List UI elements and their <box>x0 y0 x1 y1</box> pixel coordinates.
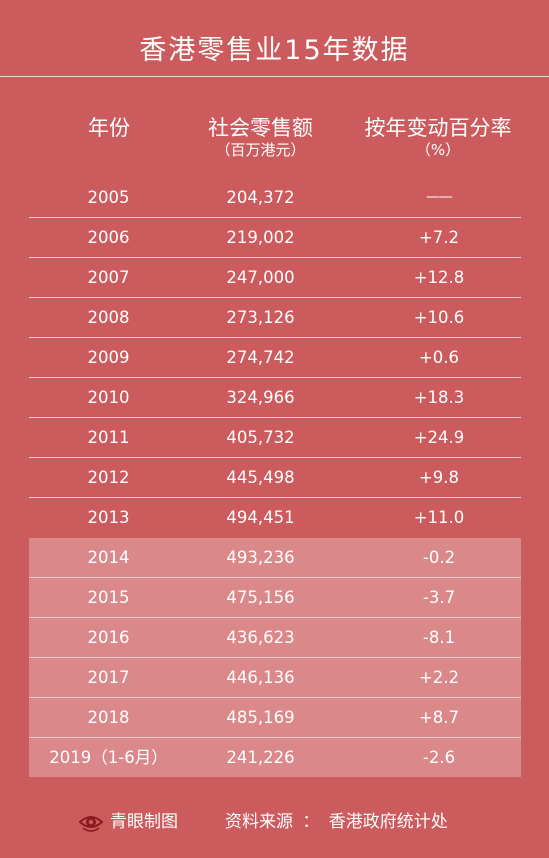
year-cell: 2017 <box>87 668 130 687</box>
header-year: 年份 <box>30 116 188 140</box>
header-yoy-unit: （%） <box>415 141 461 160</box>
year-cell: 2006 <box>87 228 130 247</box>
footer: 青眼制图 资料来源 ： 香港政府统计处 <box>0 806 549 836</box>
table-row: 2006 219,002 +7.2 <box>29 218 521 258</box>
year-cell: 2007 <box>87 268 130 287</box>
yoy-cell: +9.8 <box>418 468 460 487</box>
yoy-cell: +10.6 <box>413 308 465 327</box>
yoy-cell: +2.2 <box>418 668 460 687</box>
table-row: 2007 247,000 +12.8 <box>29 258 521 298</box>
source-label: 资料来源 ： 香港政府统计处 <box>225 812 448 832</box>
year-cell: 2019（1-6月） <box>49 748 168 767</box>
sales-cell: 436,623 <box>226 628 295 647</box>
sales-cell: 446,136 <box>226 668 295 687</box>
year-cell: 2013 <box>87 508 130 527</box>
yoy-cell: +24.9 <box>413 428 465 447</box>
yoy-cell: +11.0 <box>413 508 465 527</box>
table-row: 2019（1-6月） 241,226 -2.6 <box>29 738 521 777</box>
header-sales-label: 社会零售额 <box>208 116 313 140</box>
sales-cell: 241,226 <box>226 748 295 767</box>
year-cell: 2016 <box>87 628 130 647</box>
header-yoy-label: 按年变动百分率 <box>364 116 512 140</box>
header-yoy: 按年变动百分率 （%） <box>333 116 543 160</box>
table-row: 2005 204,372 —— <box>29 178 521 218</box>
sales-cell: 493,236 <box>226 548 295 567</box>
table-row: 2013 494,451 +11.0 <box>29 498 521 537</box>
sales-cell: 405,732 <box>226 428 295 447</box>
sales-cell: 324,966 <box>226 388 295 407</box>
yoy-cell: -2.6 <box>422 748 456 767</box>
sales-cell: 485,169 <box>226 708 295 727</box>
yoy-cell: +18.3 <box>413 388 465 407</box>
sales-cell: 273,126 <box>226 308 295 327</box>
title-divider <box>0 76 549 77</box>
table-header: 年份 社会零售额 （百万港元） 按年变动百分率 （%） <box>0 116 549 173</box>
year-cell: 2015 <box>87 588 130 607</box>
header-year-label: 年份 <box>88 116 130 140</box>
yoy-cell: +8.7 <box>418 708 460 727</box>
year-cell: 2012 <box>87 468 130 487</box>
table-row: 2016 436,623 -8.1 <box>29 618 521 658</box>
table-row: 2017 446,136 +2.2 <box>29 658 521 698</box>
table-row: 2018 485,169 +8.7 <box>29 698 521 738</box>
sales-cell: 494,451 <box>226 508 295 527</box>
yoy-cell: +7.2 <box>418 228 460 247</box>
yoy-cell: +0.6 <box>418 348 460 367</box>
table-row: 2010 324,966 +18.3 <box>29 378 521 418</box>
yoy-cell: -0.2 <box>422 548 456 567</box>
yoy-cell: —— <box>426 189 453 205</box>
brand-label: 青眼制图 <box>110 812 178 832</box>
sales-cell: 445,498 <box>226 468 295 487</box>
sales-cell: 247,000 <box>226 268 295 287</box>
yoy-cell: +12.8 <box>413 268 465 287</box>
table-row: 2009 274,742 +0.6 <box>29 338 521 378</box>
table-row: 2012 445,498 +9.8 <box>29 458 521 498</box>
year-cell: 2011 <box>87 428 130 447</box>
year-cell: 2018 <box>87 708 130 727</box>
year-cell: 2005 <box>87 188 130 207</box>
table-row: 2015 475,156 -3.7 <box>29 578 521 618</box>
sales-cell: 475,156 <box>226 588 295 607</box>
table-row: 2008 273,126 +10.6 <box>29 298 521 338</box>
yoy-cell: -8.1 <box>422 628 456 647</box>
year-cell: 2009 <box>87 348 130 367</box>
year-cell: 2008 <box>87 308 130 327</box>
yoy-cell: -3.7 <box>422 588 456 607</box>
sales-cell: 219,002 <box>226 228 295 247</box>
header-sales: 社会零售额 （百万港元） <box>188 116 333 160</box>
header-sales-unit: （百万港元） <box>215 141 306 160</box>
sales-cell: 274,742 <box>226 348 295 367</box>
eye-logo-icon <box>78 810 104 834</box>
year-cell: 2014 <box>87 548 130 567</box>
table-row: 2011 405,732 +24.9 <box>29 418 521 458</box>
sales-cell: 204,372 <box>226 188 295 207</box>
year-cell: 2010 <box>87 388 130 407</box>
table-row: 2014 493,236 -0.2 <box>29 538 521 578</box>
page-title: 香港零售业15年数据 <box>139 35 410 66</box>
